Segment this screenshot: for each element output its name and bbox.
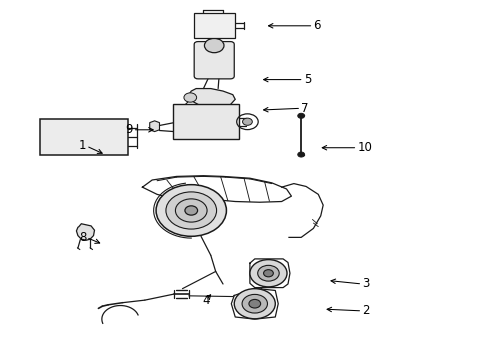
Circle shape — [175, 199, 207, 222]
Circle shape — [242, 294, 268, 313]
Bar — [40, 119, 128, 155]
FancyBboxPatch shape — [194, 41, 234, 79]
Circle shape — [264, 270, 273, 277]
Text: 3: 3 — [362, 278, 369, 291]
Text: 1: 1 — [79, 139, 86, 152]
Polygon shape — [150, 121, 159, 132]
FancyBboxPatch shape — [194, 13, 235, 39]
Circle shape — [258, 265, 279, 281]
Circle shape — [156, 185, 226, 236]
Circle shape — [234, 289, 275, 319]
Circle shape — [298, 152, 305, 157]
Text: 4: 4 — [202, 294, 210, 307]
Circle shape — [184, 93, 196, 102]
Polygon shape — [189, 89, 235, 107]
FancyBboxPatch shape — [173, 104, 239, 139]
Text: 8: 8 — [79, 231, 86, 244]
Circle shape — [166, 192, 217, 229]
Text: 7: 7 — [301, 102, 309, 115]
Text: 9: 9 — [125, 123, 133, 136]
Circle shape — [250, 260, 287, 287]
Circle shape — [185, 206, 197, 215]
Circle shape — [249, 300, 261, 308]
Text: 10: 10 — [357, 141, 372, 154]
Text: 2: 2 — [362, 305, 370, 318]
Circle shape — [204, 39, 224, 53]
Text: 5: 5 — [304, 73, 311, 86]
Circle shape — [243, 118, 252, 125]
Text: 6: 6 — [314, 19, 321, 32]
Circle shape — [298, 113, 305, 118]
Polygon shape — [76, 224, 95, 240]
